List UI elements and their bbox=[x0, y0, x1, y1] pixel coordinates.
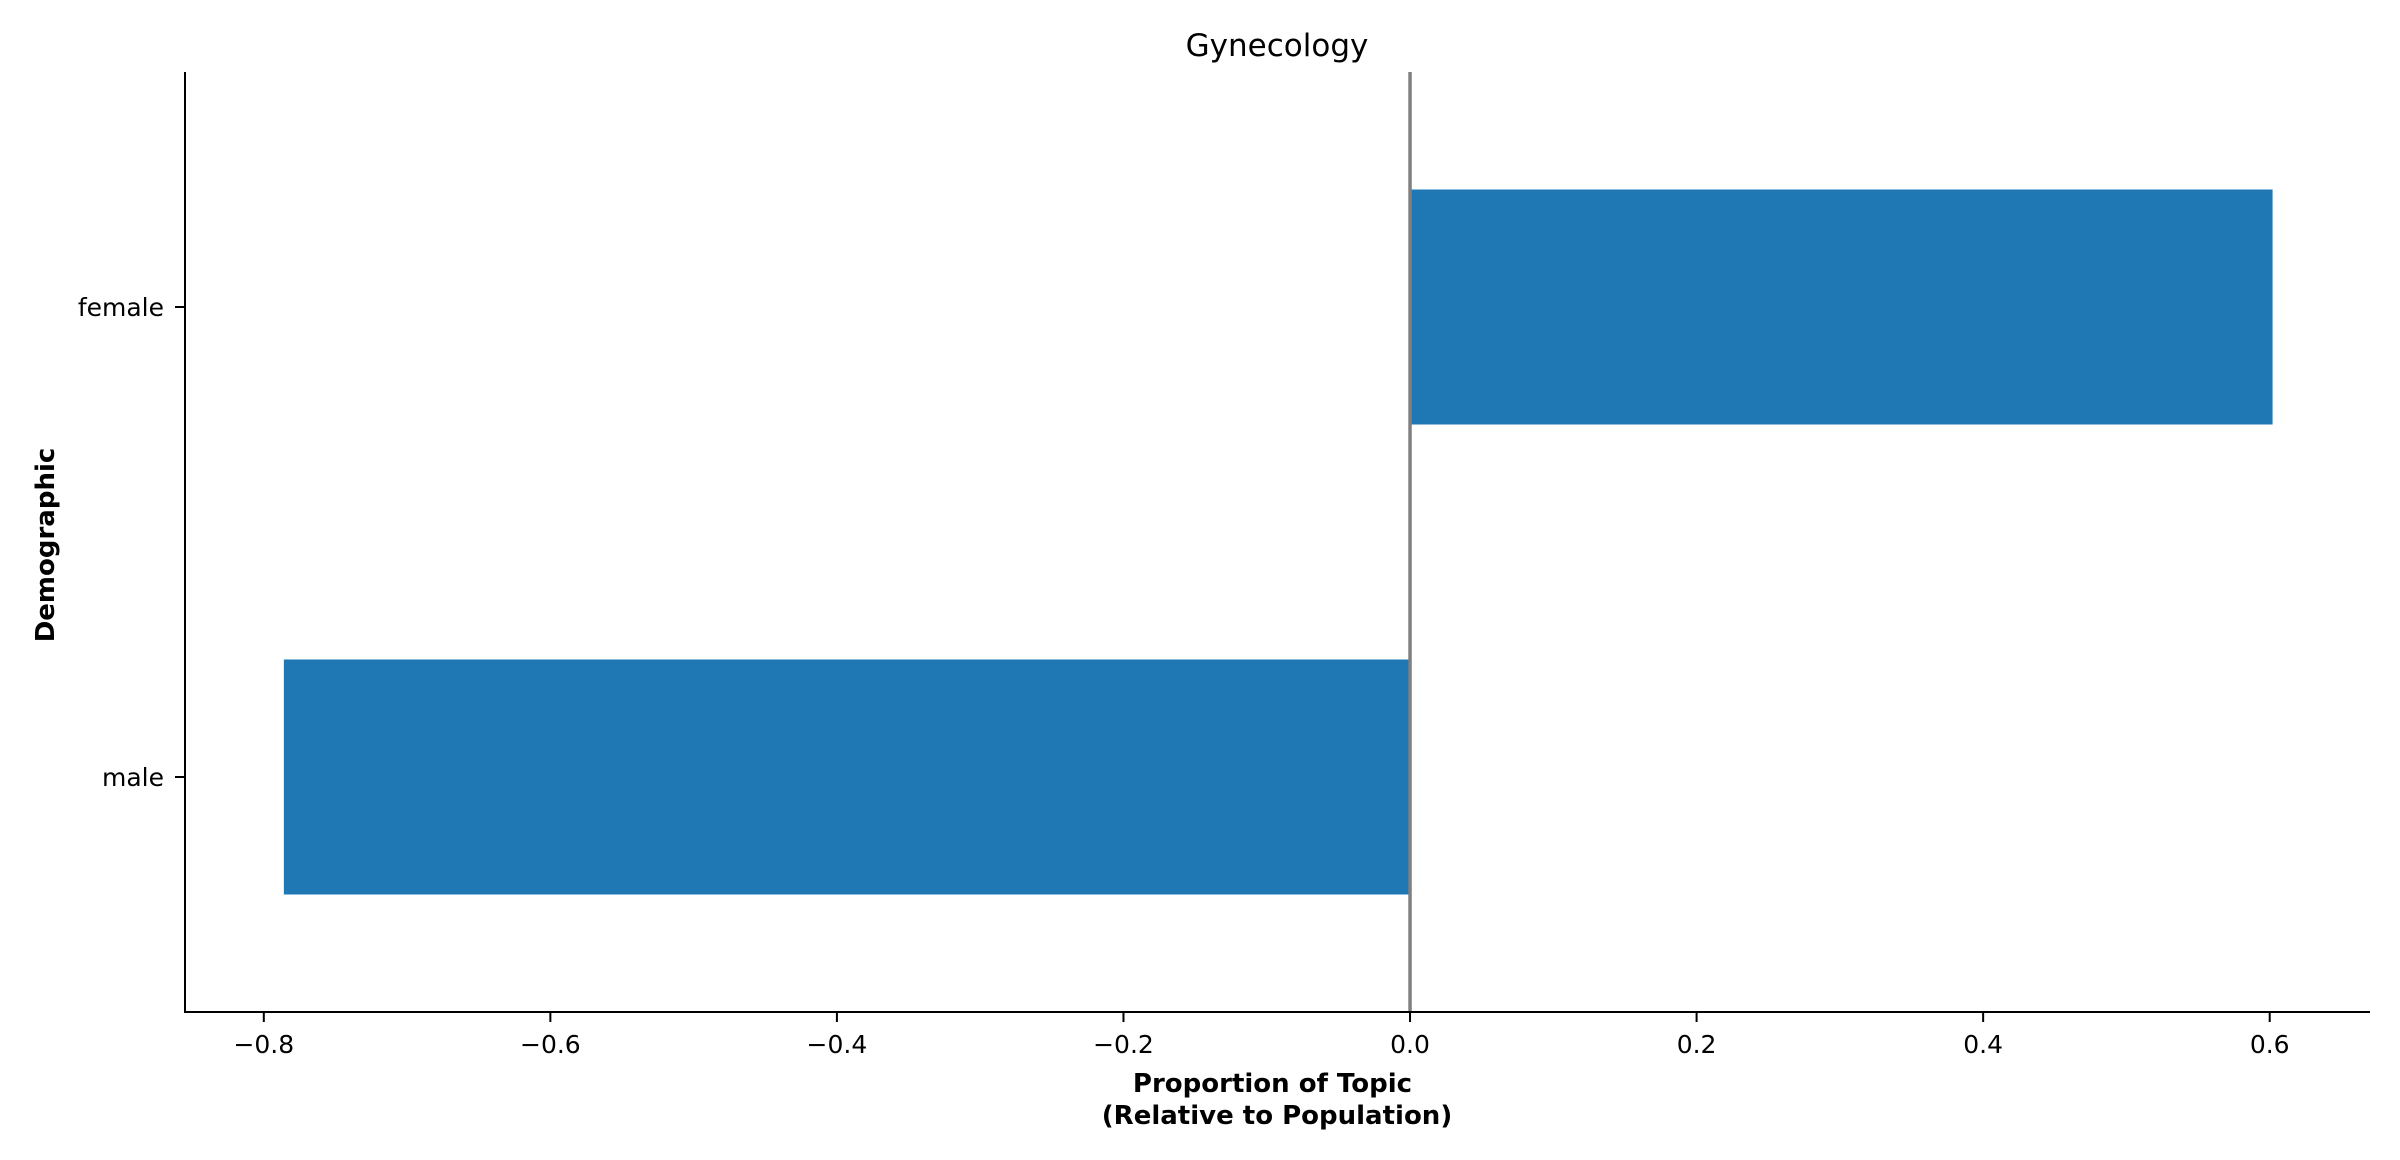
x-ticks: −0.8 −0.6 −0.4 −0.2 0.0 0.2 0.4 0.6 bbox=[233, 1012, 2290, 1059]
x-tick-label: 0.2 bbox=[1677, 1030, 1717, 1059]
y-tick-label: male bbox=[102, 763, 164, 792]
x-tick-label: −0.4 bbox=[807, 1030, 868, 1059]
x-axis-title-line-1: Proportion of Topic bbox=[1133, 1069, 1412, 1099]
x-axis-title-line-2: (Relative to Population) bbox=[1102, 1101, 1452, 1131]
x-tick-label: −0.8 bbox=[233, 1030, 294, 1059]
y-axis-title: Demographic bbox=[31, 448, 61, 643]
x-tick-label: 0.6 bbox=[2250, 1030, 2290, 1059]
chart-title: Gynecology bbox=[1186, 28, 1369, 64]
x-tick-label: −0.2 bbox=[1093, 1030, 1154, 1059]
bar-female bbox=[1410, 189, 2273, 425]
x-tick-label: −0.6 bbox=[520, 1030, 581, 1059]
x-tick-label: 0.0 bbox=[1390, 1030, 1430, 1059]
y-tick-label: female bbox=[78, 293, 164, 322]
x-axis-title: Proportion of Topic (Relative to Populat… bbox=[1102, 1069, 1452, 1131]
x-tick-label: 0.4 bbox=[1963, 1030, 2003, 1059]
bar-male bbox=[283, 659, 1411, 895]
bars-layer bbox=[283, 189, 2273, 895]
y-ticks: female male bbox=[78, 293, 185, 792]
